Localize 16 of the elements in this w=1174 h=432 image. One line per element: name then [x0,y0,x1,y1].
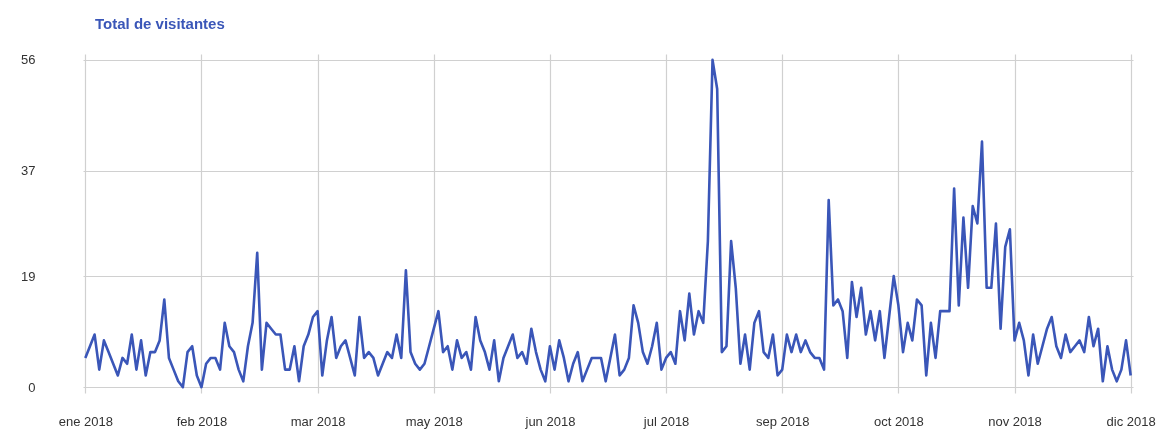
x-tick-label: ene 2018 [58,413,113,429]
x-tick-label: jun 2018 [524,413,576,429]
y-tick-label: 0 [28,379,36,395]
x-tick-label: may 2018 [405,413,463,429]
x-tick-label: sep 2018 [755,413,810,429]
x-tick-label: oct 2018 [873,413,924,429]
x-tick-label: mar 2018 [290,413,346,429]
x-tick-label: jul 2018 [642,413,690,429]
line-series [84,58,1132,389]
y-tick-label: 37 [21,163,36,179]
y-tick-label: 19 [21,268,36,284]
y-tick-label: 56 [21,52,36,68]
chart-title: Total de visitantes [95,14,225,32]
x-tick-label: nov 2018 [988,413,1042,429]
x-tick-label: feb 2018 [176,413,228,429]
x-tick-label: dic 2018 [1106,413,1156,429]
